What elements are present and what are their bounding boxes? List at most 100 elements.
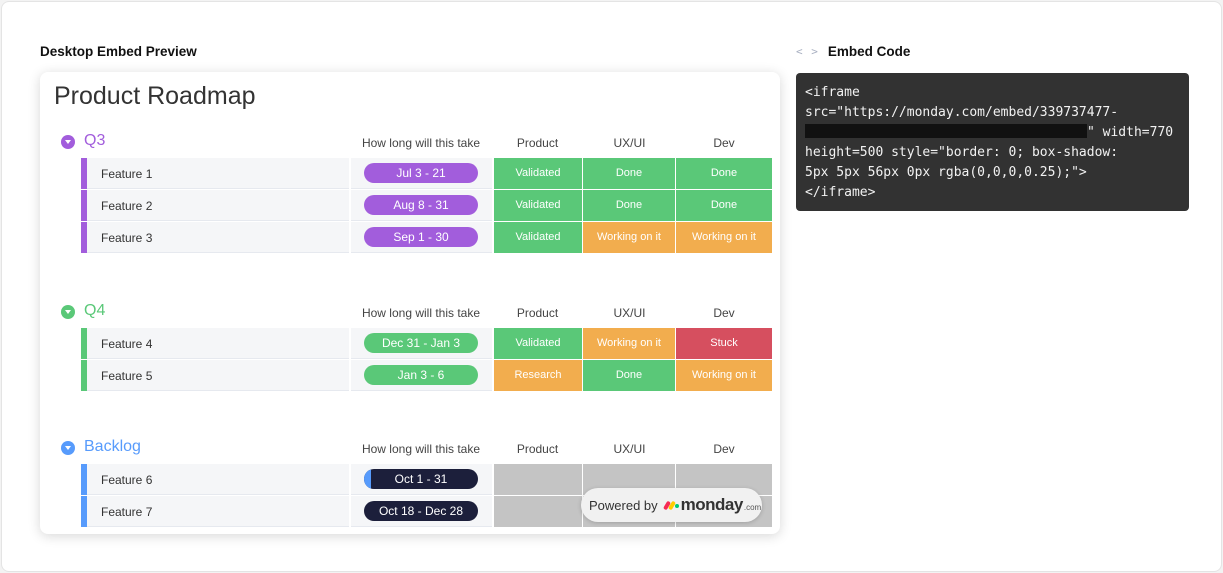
timeline-pill[interactable]: Jan 3 - 6 bbox=[364, 365, 478, 385]
group-name[interactable]: Backlog bbox=[84, 438, 141, 455]
status-product[interactable]: Validated bbox=[494, 222, 582, 253]
status-product[interactable]: Research bbox=[494, 360, 582, 391]
column-header-product[interactable]: Product bbox=[516, 442, 559, 456]
collapse-caret-icon[interactable] bbox=[61, 135, 75, 149]
item-name-cell[interactable]: Feature 3 bbox=[87, 222, 349, 253]
item-name: Feature 7 bbox=[101, 505, 153, 519]
timeline-progress bbox=[364, 469, 371, 489]
group-name[interactable]: Q4 bbox=[84, 302, 106, 319]
timeline-label: Jul 3 - 21 bbox=[396, 166, 446, 180]
collapse-caret-icon[interactable] bbox=[61, 441, 75, 455]
item-name: Feature 4 bbox=[101, 337, 153, 351]
item-name-cell[interactable]: Feature 2 bbox=[87, 190, 349, 221]
group-1: Q4 How long will this take Product UX/UI Dev… bbox=[40, 294, 780, 392]
monday-logo-icon bbox=[662, 499, 680, 511]
monday-logo: monday .com bbox=[662, 495, 761, 515]
status-ux[interactable]: Done bbox=[583, 360, 675, 391]
timeline-label: Oct 18 - Dec 28 bbox=[378, 504, 464, 518]
timeline-pill[interactable]: Oct 18 - Dec 28 bbox=[364, 501, 478, 521]
table-row[interactable]: Feature 3 Sep 1 - 30 Validated Working on i… bbox=[81, 222, 772, 254]
column-header-dev[interactable]: Dev bbox=[713, 442, 735, 456]
group-color-bar bbox=[81, 190, 87, 221]
column-header-dev[interactable]: Dev bbox=[713, 306, 735, 320]
timeline-label: Dec 31 - Jan 3 bbox=[381, 336, 461, 350]
status-product[interactable]: Validated bbox=[494, 158, 582, 189]
embed-code-header: < > Embed Code bbox=[796, 44, 910, 59]
status-dev[interactable]: Stuck bbox=[676, 328, 772, 359]
monday-wordmark: monday bbox=[680, 495, 744, 514]
item-name-cell[interactable]: Feature 4 bbox=[87, 328, 349, 359]
item-name-cell[interactable]: Feature 1 bbox=[87, 158, 349, 189]
timeline-pill[interactable]: Oct 1 - 31 bbox=[364, 469, 478, 489]
group-color-bar bbox=[81, 360, 87, 391]
item-name-cell[interactable]: Feature 6 bbox=[87, 464, 349, 495]
item-name-cell[interactable]: Feature 5 bbox=[87, 360, 349, 391]
status-dev[interactable]: Working on it bbox=[676, 222, 772, 253]
board-preview: Product Roadmap Q3 How long will this tak… bbox=[40, 72, 780, 534]
embed-code-title: Embed Code bbox=[827, 44, 911, 59]
item-name: Feature 3 bbox=[101, 231, 153, 245]
timeline-cell[interactable]: Aug 8 - 31 bbox=[351, 190, 492, 221]
column-header-product[interactable]: Product bbox=[516, 136, 559, 150]
status-ux[interactable]: Done bbox=[583, 190, 675, 221]
group-color-bar bbox=[81, 222, 87, 253]
embed-code-box[interactable]: <iframe src="https://monday.com/embed/33… bbox=[796, 73, 1189, 211]
table-row[interactable]: Feature 5 Jan 3 - 6 Research Done Working on… bbox=[81, 360, 772, 392]
status-product[interactable]: Validated bbox=[494, 190, 582, 221]
column-header-timeline[interactable]: How long will this take bbox=[361, 136, 481, 150]
group-0: Q3 How long will this take Product UX/UI Dev… bbox=[40, 124, 780, 254]
timeline-cell[interactable]: Oct 1 - 31 bbox=[351, 464, 492, 495]
group-header: Q3 How long will this take Product UX/UI Dev bbox=[40, 124, 780, 158]
table-row[interactable]: Feature 6 Oct 1 - 31 bbox=[81, 464, 772, 496]
column-header-product[interactable]: Product bbox=[516, 306, 559, 320]
group-color-bar bbox=[81, 464, 87, 495]
powered-by-badge[interactable]: Powered by monday .com bbox=[581, 488, 762, 522]
timeline-label: Aug 8 - 31 bbox=[393, 198, 449, 212]
group-color-bar bbox=[81, 496, 87, 527]
code-brackets-icon: < > bbox=[796, 45, 819, 58]
column-header-ux[interactable]: UX/UI bbox=[613, 442, 646, 456]
status-ux[interactable]: Working on it bbox=[583, 222, 675, 253]
group-color-bar bbox=[81, 158, 87, 189]
status-product[interactable] bbox=[494, 496, 582, 527]
column-header-dev[interactable]: Dev bbox=[713, 136, 735, 150]
timeline-pill[interactable]: Aug 8 - 31 bbox=[364, 195, 478, 215]
item-name: Feature 5 bbox=[101, 369, 153, 383]
table-row[interactable]: Feature 2 Aug 8 - 31 Validated Done Done bbox=[81, 190, 772, 222]
group-header: Q4 How long will this take Product UX/UI Dev bbox=[40, 294, 780, 328]
status-product[interactable]: Validated bbox=[494, 328, 582, 359]
status-dev[interactable]: Working on it bbox=[676, 360, 772, 391]
status-dev[interactable]: Done bbox=[676, 158, 772, 189]
timeline-pill[interactable]: Dec 31 - Jan 3 bbox=[364, 333, 478, 353]
timeline-label: Sep 1 - 30 bbox=[393, 230, 449, 244]
table-row[interactable]: Feature 4 Dec 31 - Jan 3 Validated Working … bbox=[81, 328, 772, 360]
status-dev[interactable]: Done bbox=[676, 190, 772, 221]
timeline-pill[interactable]: Jul 3 - 21 bbox=[364, 163, 478, 183]
timeline-cell[interactable]: Oct 18 - Dec 28 bbox=[351, 496, 492, 527]
timeline-cell[interactable]: Dec 31 - Jan 3 bbox=[351, 328, 492, 359]
table-row[interactable]: Feature 1 Jul 3 - 21 Validated Done Done bbox=[81, 158, 772, 190]
preview-title: Desktop Embed Preview bbox=[40, 44, 197, 59]
timeline-label: Oct 1 - 31 bbox=[394, 472, 448, 486]
code-line-4: height=500 style="border: 0; box-shadow: bbox=[805, 145, 1119, 160]
status-product[interactable] bbox=[494, 464, 582, 495]
column-header-ux[interactable]: UX/UI bbox=[613, 136, 646, 150]
timeline-cell[interactable]: Jul 3 - 21 bbox=[351, 158, 492, 189]
powered-by-label: Powered by bbox=[589, 497, 658, 513]
column-header-ux[interactable]: UX/UI bbox=[613, 306, 646, 320]
group-name[interactable]: Q3 bbox=[84, 132, 106, 149]
status-ux[interactable]: Done bbox=[583, 158, 675, 189]
collapse-caret-icon[interactable] bbox=[61, 305, 75, 319]
timeline-cell[interactable]: Jan 3 - 6 bbox=[351, 360, 492, 391]
code-line-5: 5px 5px 56px 0px rgba(0,0,0,0.25);"> bbox=[805, 165, 1087, 180]
item-name-cell[interactable]: Feature 7 bbox=[87, 496, 349, 527]
redacted-token bbox=[805, 124, 1087, 138]
item-name: Feature 1 bbox=[101, 167, 153, 181]
status-ux[interactable]: Working on it bbox=[583, 328, 675, 359]
code-line-2: src="https://monday.com/embed/339737477- bbox=[805, 105, 1119, 120]
timeline-pill[interactable]: Sep 1 - 30 bbox=[364, 227, 478, 247]
column-header-timeline[interactable]: How long will this take bbox=[361, 442, 481, 456]
timeline-cell[interactable]: Sep 1 - 30 bbox=[351, 222, 492, 253]
column-header-timeline[interactable]: How long will this take bbox=[361, 306, 481, 320]
